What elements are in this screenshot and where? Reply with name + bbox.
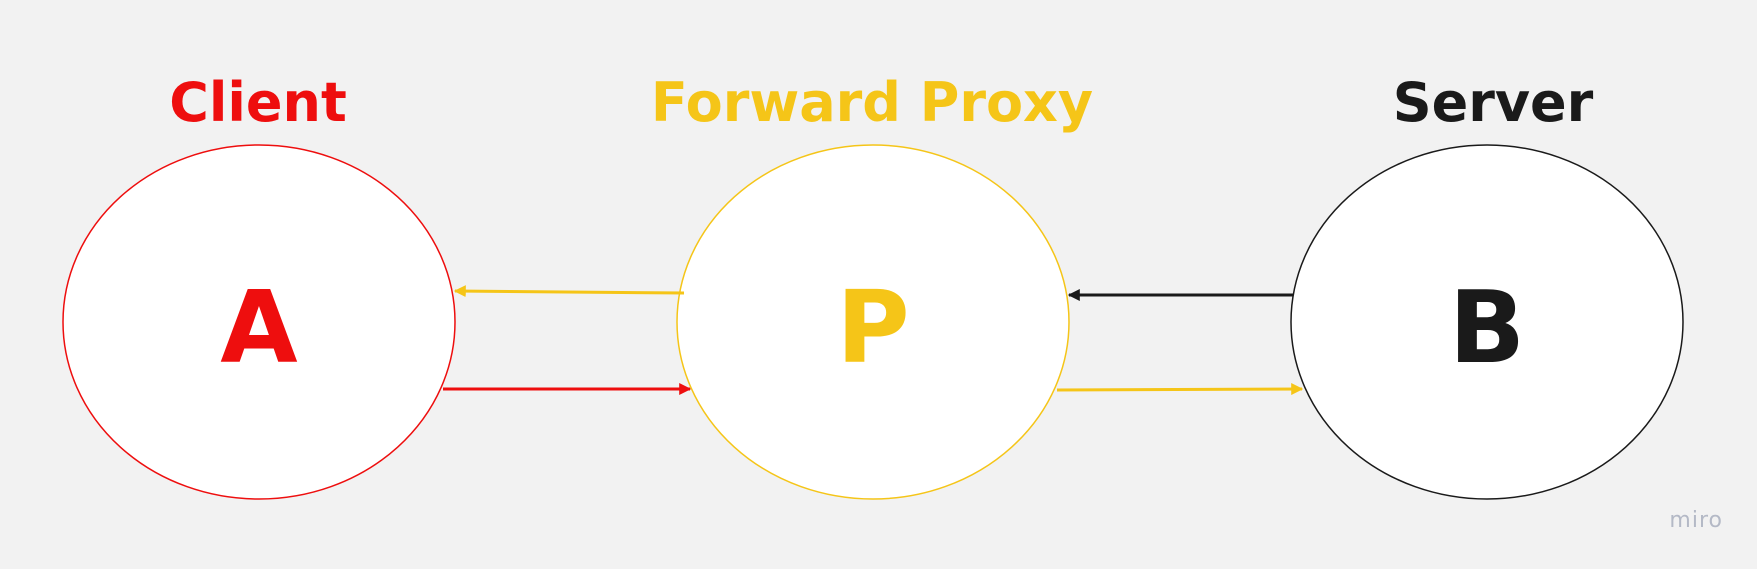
arrow-proxy-to-client bbox=[453, 285, 685, 298]
client-circle bbox=[62, 144, 456, 500]
arrow-proxy-to-server bbox=[1056, 383, 1304, 396]
server-node[interactable]: Server B bbox=[1290, 71, 1684, 500]
proxy-node[interactable]: Forward Proxy P bbox=[651, 71, 1093, 500]
proxy-heading: Forward Proxy bbox=[651, 71, 1093, 134]
server-letter: B bbox=[1449, 269, 1525, 386]
server-circle bbox=[1290, 144, 1684, 500]
server-heading: Server bbox=[1393, 71, 1594, 134]
client-letter: A bbox=[220, 269, 297, 386]
proxy-circle bbox=[676, 144, 1070, 500]
miro-watermark: miro bbox=[1669, 508, 1723, 533]
client-node[interactable]: Client A bbox=[62, 71, 456, 500]
proxy-letter: P bbox=[836, 269, 909, 386]
client-heading: Client bbox=[169, 71, 347, 134]
